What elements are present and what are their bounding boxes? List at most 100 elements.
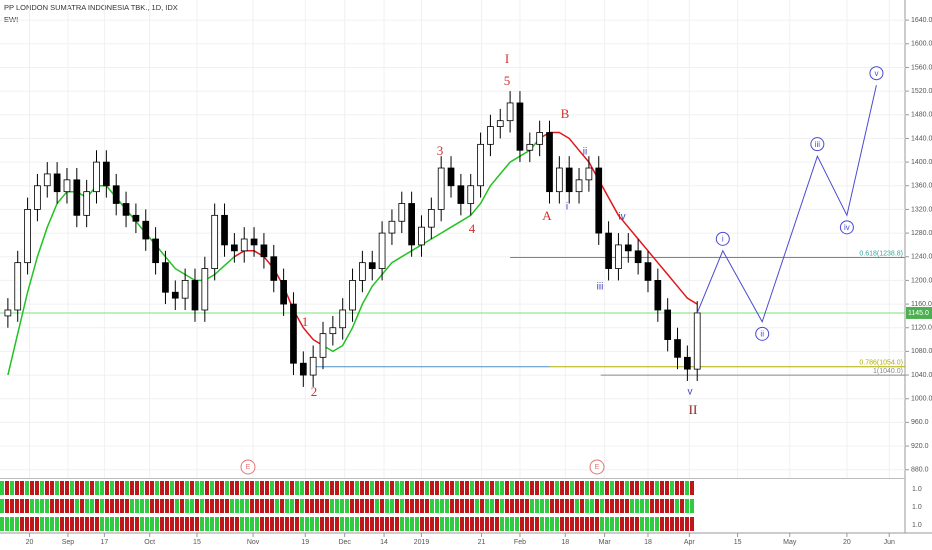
indicator-cell [85, 499, 89, 513]
candle-body [142, 220, 150, 240]
indicator-cell [310, 481, 314, 495]
wave-label: i [566, 202, 568, 213]
indicator-cell [100, 499, 104, 513]
indicator-cell [310, 517, 314, 531]
indicator-cell [15, 517, 19, 531]
indicator-cell [690, 499, 694, 513]
wave-label: I [505, 51, 509, 66]
indicator-cell [520, 499, 524, 513]
candle-body [171, 291, 179, 299]
indicator-cell [585, 499, 589, 513]
indicator-cell [470, 517, 474, 531]
indicator-cell [655, 499, 659, 513]
y-tick-label: 960.0 [911, 419, 929, 426]
indicator-cell [215, 481, 219, 495]
candle-body [4, 309, 12, 317]
indicator-cell [60, 481, 64, 495]
indicator-cell [245, 517, 249, 531]
x-tick-label: 18 [644, 539, 652, 546]
indicator-cell [105, 499, 109, 513]
indicator-cell [610, 481, 614, 495]
indicator-cell [575, 481, 579, 495]
indicator-cell [240, 481, 244, 495]
indicator-cell [55, 517, 59, 531]
indicator-cell [680, 517, 684, 531]
indicator-cell [585, 481, 589, 495]
indicator-cell [525, 517, 529, 531]
indicator-cell [370, 499, 374, 513]
indicator-cell [665, 481, 669, 495]
event-marker[interactable] [240, 459, 256, 475]
wave-label: iv [618, 212, 625, 223]
indicator-cell [125, 499, 129, 513]
indicator-cell [100, 517, 104, 531]
indicator-cell [430, 499, 434, 513]
indicator-cell [250, 517, 254, 531]
indicator-cell [475, 499, 479, 513]
indicator-cell [565, 517, 569, 531]
candle-body [14, 262, 22, 311]
indicator-cell [280, 517, 284, 531]
indicator-cell [50, 481, 54, 495]
indicator-cell [365, 517, 369, 531]
x-tick-label: May [783, 539, 797, 546]
indicator-cell [255, 499, 259, 513]
indicator-cell [395, 517, 399, 531]
indicator-cell [150, 517, 154, 531]
wave-label: iii [597, 282, 604, 293]
indicator-cell [540, 517, 544, 531]
candle-body [329, 327, 337, 335]
indicator-cell [85, 481, 89, 495]
candle-body [487, 126, 494, 145]
indicator-cell [305, 481, 309, 495]
indicator-cell [650, 499, 654, 513]
indicator-cell [360, 481, 364, 495]
last-price-label: 1145.0 [908, 310, 929, 317]
indicator-cell [60, 517, 64, 531]
indicator-cell [545, 517, 549, 531]
indicator-cell [30, 499, 34, 513]
indicator-cell [390, 517, 394, 531]
projection-label: iii [815, 140, 821, 149]
indicator-cell [405, 499, 409, 513]
indicator-cell [615, 499, 619, 513]
indicator-cell [635, 481, 639, 495]
indicator-cell [115, 517, 119, 531]
candle-body [309, 356, 317, 376]
candle-body [427, 209, 435, 228]
indicator-cell [225, 481, 229, 495]
indicator-cell [420, 481, 424, 495]
wave-label: 4 [469, 221, 476, 236]
event-marker[interactable] [589, 459, 605, 475]
indicator-cell [510, 499, 514, 513]
indicator-cell [435, 517, 439, 531]
indicator-axis-label: 1.0 [912, 522, 922, 529]
indicator-cell [555, 481, 559, 495]
indicator-cell [320, 499, 324, 513]
x-tick-label: 15 [193, 539, 201, 546]
indicator-cell [0, 517, 4, 531]
indicator-cell [350, 499, 354, 513]
indicator-cell [220, 481, 224, 495]
indicator-cell [535, 517, 539, 531]
indicator-cell [480, 517, 484, 531]
indicator-cell [525, 481, 529, 495]
indicator-cell [250, 499, 254, 513]
indicator-cell [10, 481, 14, 495]
x-tick-label: 2019 [414, 539, 430, 546]
indicator-cell [685, 481, 689, 495]
indicator-cell [615, 517, 619, 531]
indicator-cell [475, 517, 479, 531]
indicator-cell [155, 517, 159, 531]
indicator-cell [415, 499, 419, 513]
indicator-cell [315, 517, 319, 531]
indicator-cell [140, 517, 144, 531]
indicator-cell [585, 517, 589, 531]
candle-body [693, 312, 701, 370]
indicator-cell [460, 517, 464, 531]
indicator-cell [120, 481, 124, 495]
indicator-cell [600, 499, 604, 513]
indicator-cell [555, 517, 559, 531]
indicator-cell [620, 499, 624, 513]
